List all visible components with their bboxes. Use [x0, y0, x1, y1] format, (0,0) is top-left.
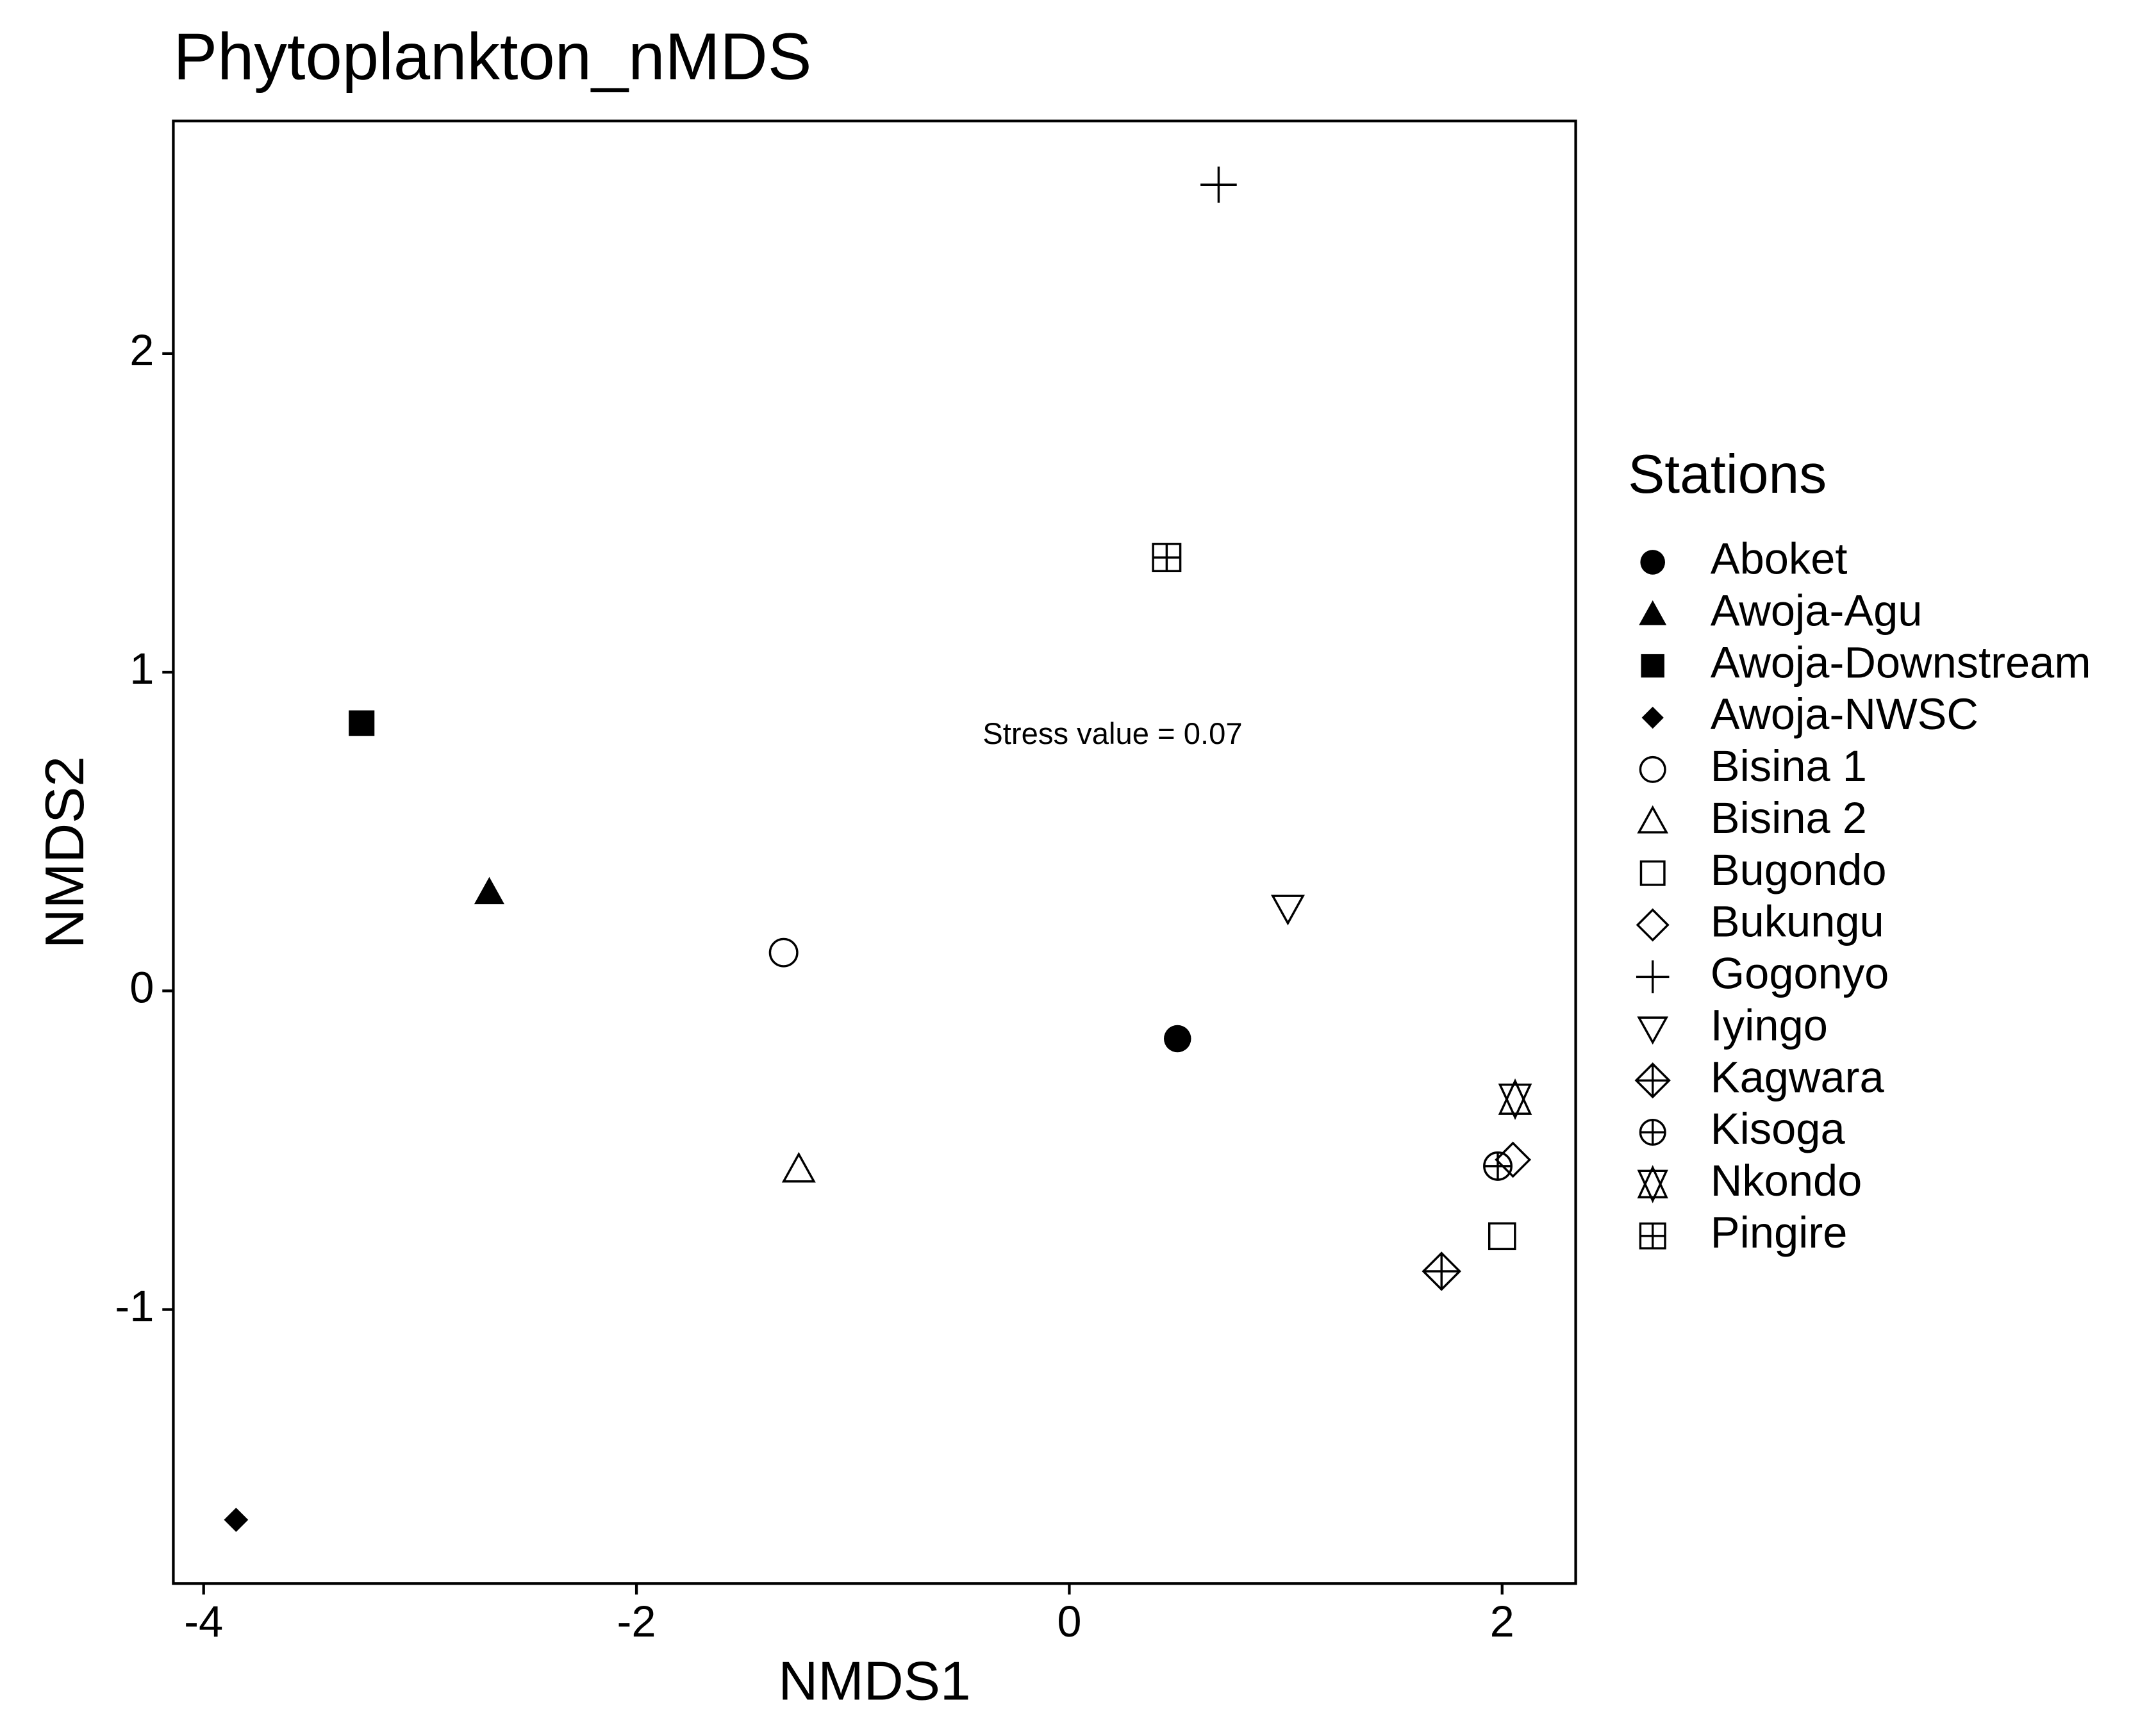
legend-symbol: [1637, 805, 1669, 834]
legend-symbol: [1639, 600, 1667, 625]
plot-frame: [172, 119, 1577, 1585]
marker-shape: [1637, 805, 1669, 834]
legend-symbol: [1639, 1119, 1666, 1146]
y-tick-label: 0: [129, 962, 154, 1012]
chart-title: Phytoplankton_nMDS: [173, 20, 811, 94]
legend-symbol: [1640, 550, 1666, 575]
data-point: [1164, 1025, 1191, 1053]
marker-shape: [781, 1151, 816, 1183]
data-point: [768, 937, 799, 968]
marker-shape: [1641, 654, 1664, 678]
legend-label: Bisina 2: [1711, 793, 1867, 843]
legend-label: Kisoga: [1711, 1104, 1846, 1153]
legend-symbol: [1637, 1165, 1668, 1203]
marker-shape: [1639, 860, 1666, 886]
marker-shape: [1270, 895, 1305, 926]
marker-shape: [1637, 1016, 1669, 1045]
legend-label: Bukungu: [1711, 897, 1884, 946]
legend-label: Nkondo: [1711, 1156, 1862, 1205]
data-point: [224, 1507, 249, 1532]
legend-label: Bugondo: [1711, 845, 1887, 895]
marker-shape: [1488, 1222, 1516, 1251]
legend-label: Kagwara: [1711, 1052, 1885, 1101]
x-tick-label: -2: [617, 1597, 656, 1646]
marker-shape: [1641, 706, 1664, 729]
data-point: [1422, 1251, 1461, 1291]
legend-label: Iyingo: [1711, 1000, 1828, 1050]
data-point: [1498, 1078, 1532, 1120]
marker-shape: [1639, 755, 1666, 783]
data-point: [1495, 1141, 1532, 1178]
legend-title: Stations: [1628, 443, 1827, 505]
legend-symbol: [1639, 755, 1666, 783]
data-point: [1483, 1151, 1513, 1181]
x-tick-label: 2: [1490, 1597, 1514, 1646]
marker-shape: [1636, 908, 1670, 942]
marker-shape: [474, 877, 505, 905]
marker-shape: [1637, 1165, 1668, 1199]
legend-symbol: [1639, 1222, 1666, 1250]
x-tick-label: 0: [1057, 1597, 1081, 1646]
marker-shape: [1640, 550, 1666, 575]
y-tick-label: 1: [129, 644, 154, 693]
legend-symbol: [1641, 706, 1664, 729]
legend-label: Awoja-Downstream: [1711, 638, 2091, 687]
y-tick-label: -1: [115, 1282, 154, 1331]
data-point: [1200, 166, 1237, 203]
marker-shape: [1498, 1084, 1532, 1120]
marker-shape: [1495, 1141, 1532, 1178]
legend-label: Aboket: [1711, 534, 1848, 584]
legend-symbol: [1641, 654, 1664, 678]
legend-label: Awoja-Agu: [1711, 586, 1923, 635]
marker-shape: [1498, 1078, 1532, 1115]
legend-symbol: [1636, 908, 1670, 942]
marker-shape: [1164, 1025, 1191, 1053]
legend-label: Gogonyo: [1711, 949, 1889, 998]
marker-shape: [224, 1507, 249, 1532]
data-point: [474, 877, 505, 905]
data-point: [1488, 1222, 1516, 1251]
legend-symbol: [1636, 960, 1670, 994]
y-axis-label: NMDS2: [34, 756, 95, 948]
legend-symbol: [1637, 1016, 1669, 1045]
legend-symbol: [1634, 1062, 1671, 1099]
annotation: Stress value = 0.07: [983, 717, 1242, 751]
marker-shape: [349, 710, 375, 736]
marker-shape: [768, 937, 799, 968]
data-point: [349, 710, 375, 736]
legend-symbol: [1639, 860, 1666, 886]
legend-label: Awoja-NWSC: [1711, 689, 1978, 739]
marker-shape: [1639, 600, 1667, 625]
x-tick-label: -4: [184, 1597, 223, 1646]
data-point: [1270, 895, 1305, 926]
data-point: [781, 1151, 816, 1183]
data-point: [1152, 543, 1182, 573]
legend-label: Bisina 1: [1711, 741, 1867, 791]
x-axis-label: NMDS1: [778, 1651, 970, 1712]
legend-label: Pingire: [1711, 1208, 1848, 1257]
marker-shape: [1637, 1169, 1668, 1203]
y-tick-label: 2: [129, 326, 154, 375]
